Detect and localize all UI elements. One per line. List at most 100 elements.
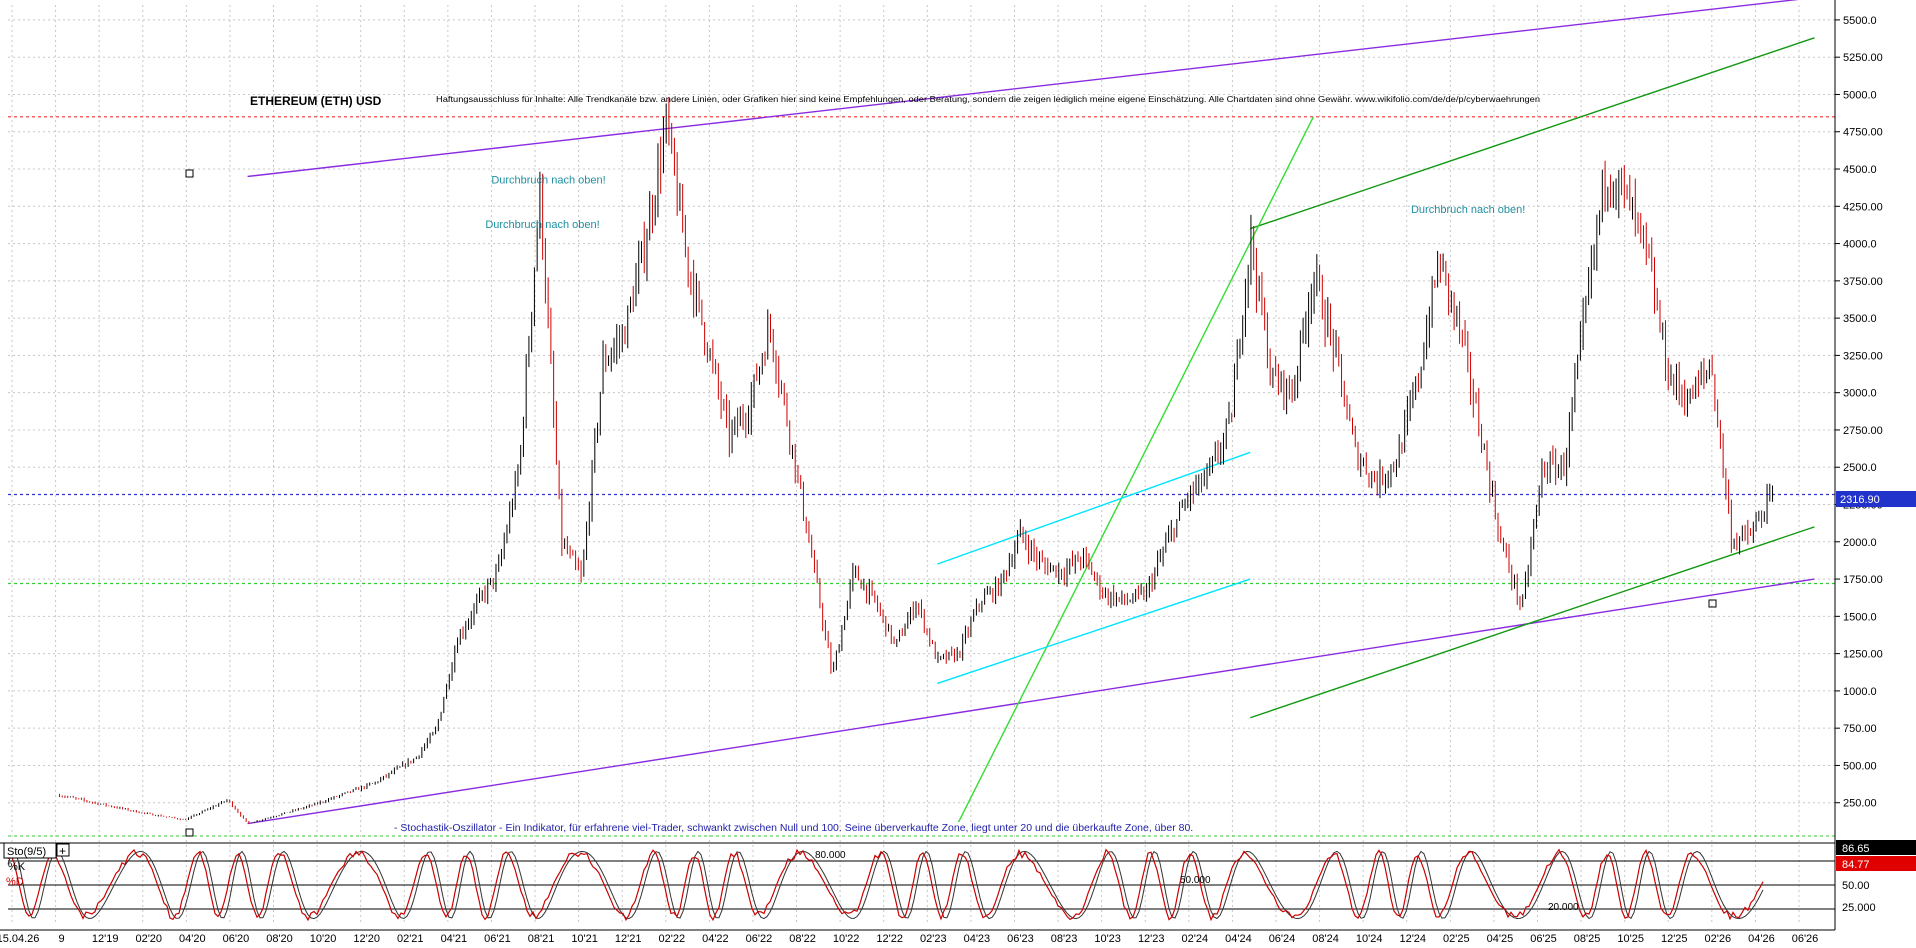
x-tick-label: 04'26	[1748, 933, 1775, 945]
x-tick-label: 12'24	[1399, 933, 1426, 945]
y-tick-label: 2500.0	[1843, 462, 1877, 474]
trendline	[1250, 37, 1815, 230]
y-tick-label: 4750.00	[1843, 127, 1883, 139]
y-tick-label: 750.00	[1843, 723, 1877, 735]
annotation-label: Durchbruch nach oben!	[485, 219, 599, 231]
plus-icon[interactable]: +	[59, 844, 66, 858]
x-tick-label: 12'19	[92, 933, 119, 945]
x-tick-label: 08'25	[1574, 933, 1601, 945]
osc-level-20-label: 20.000	[1548, 902, 1579, 913]
x-tick-label: 12'20	[353, 933, 380, 945]
handle-marker	[1708, 599, 1717, 608]
time-axis: 15.04.26 9 12'19 02'20 04'20 06'20 08'20 10'20 1…	[0, 929, 1835, 945]
y-tick-label: 2000.0	[1843, 537, 1877, 549]
y-tick-label: 250.00	[1843, 798, 1877, 810]
trendline	[1250, 526, 1815, 719]
y-tick-label: 5250.00	[1843, 52, 1883, 64]
x-tick-label: 08'21	[528, 933, 555, 945]
x-tick-label: 12'22	[876, 933, 903, 945]
trendline	[247, 0, 1800, 178]
osc-axis-25-label: 25.000	[1842, 902, 1876, 914]
stochastic-header-box	[3, 842, 57, 859]
osc-k-line	[7, 848, 1764, 922]
y-tick-label: 3250.00	[1843, 350, 1883, 362]
handle-marker	[185, 828, 194, 837]
x-tick-label: 9	[59, 933, 65, 945]
trendline	[957, 116, 1315, 823]
stochastic-note: - Stochastik-Oszillator - Ein Indikator,…	[394, 822, 1193, 834]
x-tick-label: 10'23	[1094, 933, 1121, 945]
osc-level-50-label: 50.000	[1180, 875, 1211, 886]
trendline	[937, 451, 1251, 565]
current-price-label: 2316.90	[1840, 494, 1880, 506]
k-value-label: 86.65	[1842, 843, 1870, 855]
y-tick-label: 4250.00	[1843, 201, 1883, 213]
x-tick-label: 04'22	[702, 933, 729, 945]
x-tick-label: 10'21	[571, 933, 598, 945]
stochastic-panel	[0, 842, 1835, 922]
x-tick-label: 10'22	[833, 933, 860, 945]
y-tick-label: 3750.00	[1843, 276, 1883, 288]
x-tick-label: 10'24	[1356, 933, 1383, 945]
d-value-box	[1836, 856, 1916, 871]
series-k-label: %K	[8, 861, 26, 873]
x-tick-label: 06'22	[746, 933, 773, 945]
stochastic-settings-button[interactable]	[56, 843, 70, 857]
x-tick-label: 06'25	[1530, 933, 1557, 945]
y-tick-label: 1250.00	[1843, 649, 1883, 661]
x-tick-label: 06'21	[484, 933, 511, 945]
x-tick-label: 04'21	[441, 933, 468, 945]
x-tick-label: 08'22	[789, 933, 816, 945]
trendline	[937, 578, 1251, 685]
annotation-label: Durchbruch nach oben!	[491, 174, 605, 186]
osc-level-80-label: 80.000	[815, 850, 846, 861]
x-tick-label: 10'25	[1617, 933, 1644, 945]
y-tick-label: 4500.0	[1843, 164, 1877, 176]
x-tick-label: 02'20	[135, 933, 162, 945]
x-tick-label: 02'24	[1182, 933, 1209, 945]
x-tick-label: 12'21	[615, 933, 642, 945]
y-tick-label: 1000.0	[1843, 686, 1877, 698]
osc-axis-50-label: 50.00	[1842, 880, 1870, 892]
k-value-box	[1836, 840, 1916, 855]
price-axis: 250.00 500.00 750.00 1000.0 1250.00 1500.0 175…	[1834, 0, 1883, 930]
x-tick-label: 04'25	[1487, 933, 1514, 945]
x-tick-label: 02'21	[397, 933, 424, 945]
annotation-label: Durchbruch nach oben!	[1411, 204, 1525, 216]
trendlines	[247, 0, 1815, 825]
y-tick-label: 500.00	[1843, 760, 1877, 772]
x-tick-label: 02'22	[658, 933, 685, 945]
x-tick-label: 04'24	[1225, 933, 1252, 945]
price-label-box	[1836, 491, 1916, 507]
series-d-label: %D	[6, 876, 24, 888]
x-tick-label: 06'23	[1007, 933, 1034, 945]
x-tick-label: 04'23	[964, 933, 991, 945]
disclaimer-text: Haftungsausschluss für Inhalte: Alle Tre…	[436, 94, 1540, 104]
x-tick-label: 06'26	[1792, 933, 1819, 945]
y-tick-label: 2750.00	[1843, 425, 1883, 437]
y-tick-label: 5000.0	[1843, 89, 1877, 101]
x-tick-label: 02'23	[920, 933, 947, 945]
y-tick-label: 1750.00	[1843, 574, 1883, 586]
x-tick-label: 08'24	[1312, 933, 1339, 945]
grid	[8, 5, 1835, 925]
x-tick-label: 04'20	[179, 933, 206, 945]
y-tick-label: 4000.0	[1843, 239, 1877, 251]
x-tick-label: 12'23	[1138, 933, 1165, 945]
stochastic-title: Sto(9/5)	[7, 846, 46, 858]
trendline	[247, 578, 1815, 825]
x-tick-label: 06'20	[223, 933, 250, 945]
handle-marker	[185, 169, 194, 178]
x-tick-label: 12'25	[1661, 933, 1688, 945]
x-tick-label: 10'20	[310, 933, 337, 945]
y-tick-label: 3500.0	[1843, 313, 1877, 325]
y-tick-label: 5500.0	[1843, 15, 1877, 27]
d-value-label: 84.77	[1842, 859, 1870, 871]
x-tick-label: 08'23	[1051, 933, 1078, 945]
x-tick-label: 02'25	[1443, 933, 1470, 945]
x-tick-label: 02'26	[1705, 933, 1732, 945]
candles	[58, 96, 1774, 837]
y-tick-label: 1500.0	[1843, 611, 1877, 623]
chart-title: ETHEREUM (ETH) USD	[250, 94, 382, 108]
